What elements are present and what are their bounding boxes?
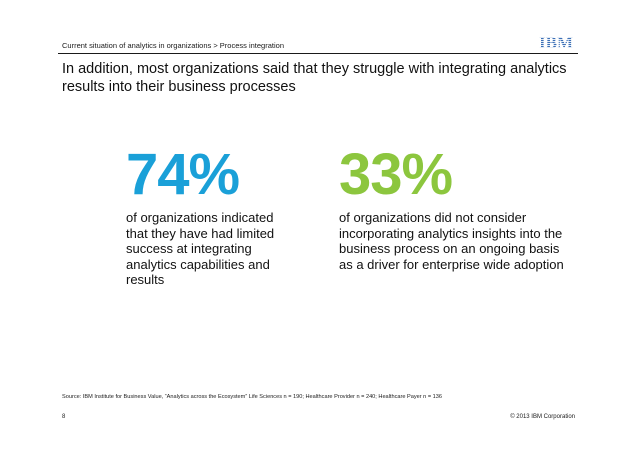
svg-text:IBM: IBM: [539, 34, 573, 50]
stat-description: of organizations indicated that they hav…: [126, 210, 275, 287]
header-rule: [58, 53, 578, 54]
ibm-logo: IBM: [539, 34, 573, 50]
stat-block-33: 33% of organizations did not consider in…: [339, 146, 574, 272]
stat-description: of organizations did not consider incorp…: [339, 210, 564, 272]
breadcrumb: Current situation of analytics in organi…: [62, 41, 284, 50]
page-number: 8: [62, 414, 66, 420]
stat-block-74: 74% of organizations indicated that they…: [126, 146, 296, 288]
stat-value: 74%: [126, 142, 240, 207]
page-title: In addition, most organizations said tha…: [62, 61, 567, 95]
source-note: Source: IBM Institute for Business Value…: [62, 394, 442, 400]
stat-value: 33%: [339, 142, 453, 207]
copyright: © 2013 IBM Corporation: [510, 414, 575, 420]
